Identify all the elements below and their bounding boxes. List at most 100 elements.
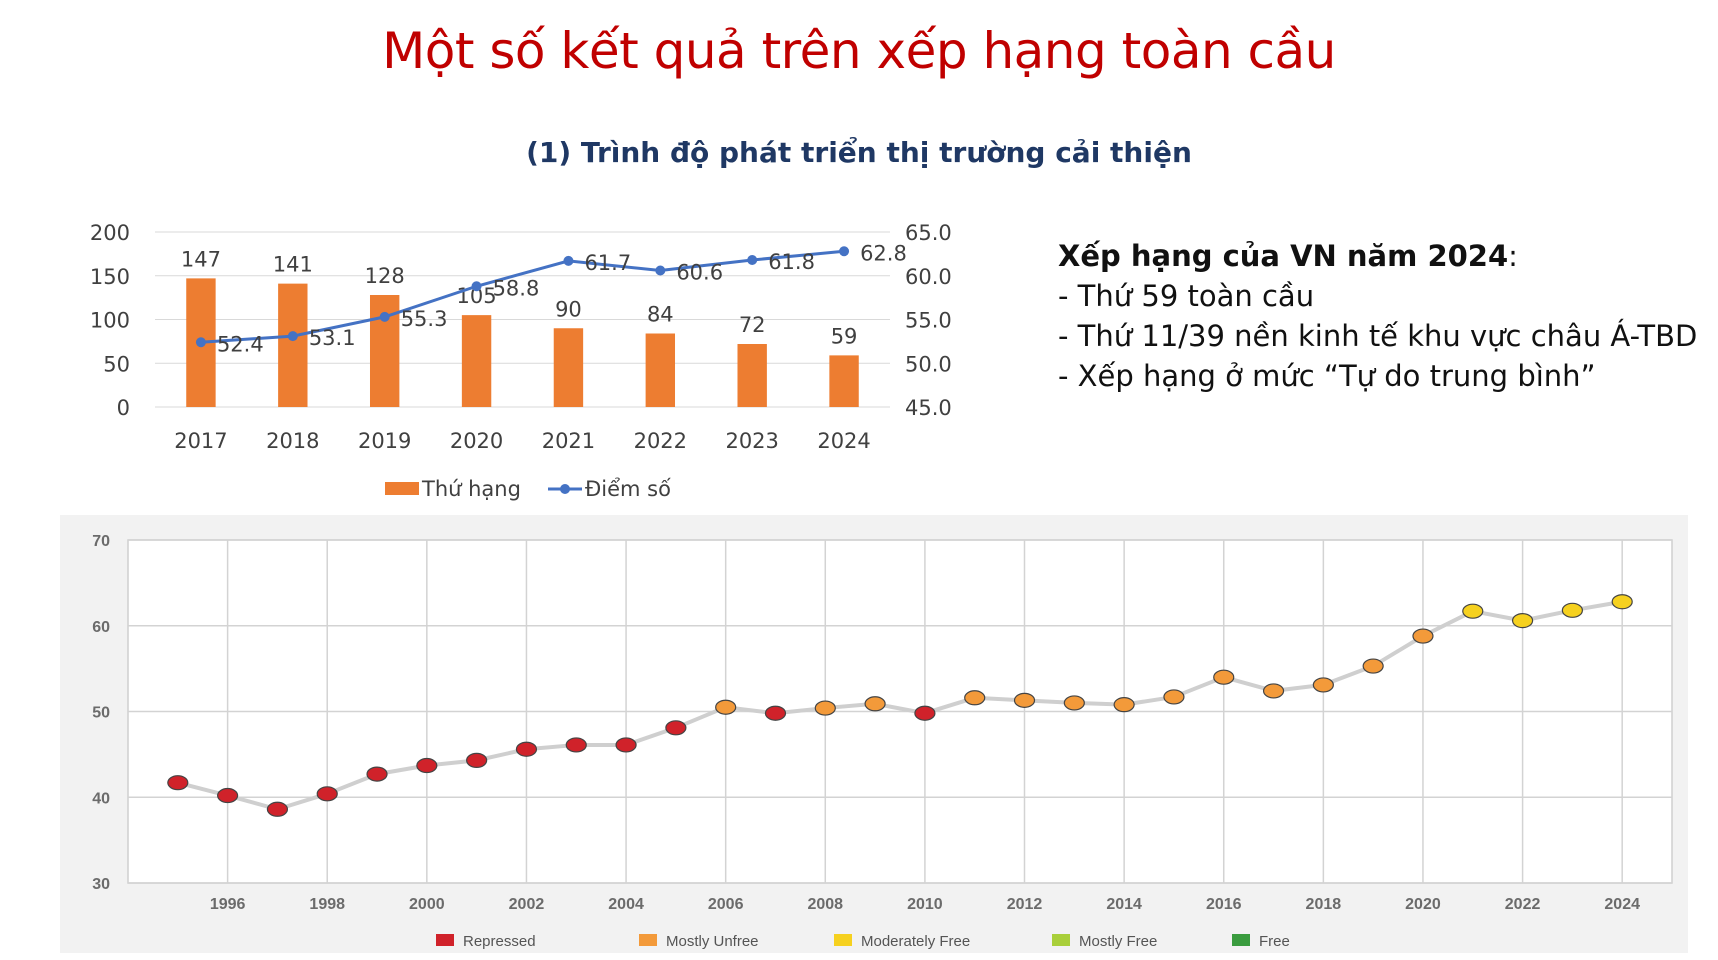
- legend-swatch: [1232, 934, 1250, 946]
- data-point: [1462, 603, 1484, 619]
- data-point: [715, 699, 737, 715]
- data-point: [1113, 697, 1135, 713]
- info-line: - Thứ 11/39 nền kinh tế khu vực châu Á-T…: [1058, 319, 1698, 353]
- bar-value-label: 90: [555, 297, 582, 321]
- data-point: [266, 801, 289, 817]
- y-tick-label: 40: [92, 790, 110, 807]
- x-tick-label: 2024: [1604, 896, 1640, 913]
- chart-subtitle: (1) Trình độ phát triển thị trường cải t…: [526, 136, 1192, 169]
- x-tick-label: 2016: [1206, 896, 1242, 913]
- x-tick-label: 2020: [1405, 896, 1441, 913]
- legend-swatch-bar: [385, 482, 419, 495]
- y-right-tick-label: 55.0: [905, 309, 952, 333]
- bar: [829, 355, 859, 407]
- legend-label: Thứ hạng: [421, 477, 521, 501]
- data-point: [515, 741, 538, 757]
- x-tick-label: 2019: [358, 429, 411, 453]
- legend-swatch: [1052, 934, 1070, 946]
- score-point: [747, 255, 758, 265]
- data-point: [1412, 628, 1434, 644]
- freedom-index-panel: 30 40 50 60 70 1996 1998 2000 2002 2004 2006 2008 20…: [60, 515, 1688, 953]
- x-tick-label: 2024: [817, 429, 870, 453]
- legend-swatch: [834, 934, 852, 946]
- legend-swatch: [639, 934, 657, 946]
- x-tick-label: 2022: [1505, 896, 1541, 913]
- y-right-tick-label: 50.0: [905, 352, 952, 376]
- x-tick-label: 2002: [509, 896, 545, 913]
- data-point: [964, 690, 986, 706]
- data-point: [1163, 689, 1185, 705]
- score-value-label: 60.6: [676, 261, 723, 285]
- data-point: [814, 700, 836, 716]
- x-tick-label: 2017: [174, 429, 227, 453]
- score-value-label: 52.4: [217, 332, 264, 356]
- info-line: - Xếp hạng ở mức “Tự do trung bình”: [1058, 359, 1596, 393]
- score-point: [839, 246, 850, 257]
- score-point: [471, 281, 482, 292]
- x-tick-label: 2004: [608, 896, 644, 913]
- y-right-tick-label: 60.0: [905, 265, 952, 289]
- y-tick-label: 70: [92, 533, 110, 550]
- data-point: [1213, 669, 1235, 685]
- bar: [645, 333, 676, 407]
- x-tick-label: 2018: [266, 429, 319, 453]
- score-point: [563, 255, 574, 266]
- bar-value-label: 59: [831, 324, 858, 348]
- score-point: [379, 311, 390, 322]
- score-line: [200, 249, 845, 344]
- x-tick-label: 2018: [1306, 896, 1342, 913]
- bar-value-label: 141: [273, 253, 313, 277]
- info-heading: Xếp hạng của VN năm 2024: [1058, 239, 1509, 273]
- data-point: [1312, 677, 1334, 693]
- data-point: [1362, 658, 1384, 674]
- data-point: [1561, 602, 1583, 618]
- legend-label: Mostly Free: [1079, 933, 1157, 950]
- data-point: [1063, 695, 1085, 711]
- x-tick-label: 2008: [807, 896, 843, 913]
- x-tick-label: 2020: [450, 429, 503, 453]
- score-value-label: 55.3: [401, 307, 448, 331]
- data-point: [167, 775, 189, 791]
- legend-label: Repressed: [463, 933, 536, 950]
- score-point: [655, 265, 666, 276]
- data-point: [764, 705, 787, 721]
- y-tick-label: 30: [92, 876, 110, 893]
- data-point: [665, 720, 687, 736]
- y-right-tick-label: 45.0: [905, 396, 952, 420]
- data-point: [565, 737, 587, 753]
- data-point: [466, 752, 488, 768]
- x-tick-label: 2006: [708, 896, 744, 913]
- bar: [553, 328, 584, 407]
- y-right-tick-label: 65.0: [905, 221, 952, 245]
- x-tick-label: 2014: [1106, 896, 1142, 913]
- x-tick-label: 2023: [725, 429, 778, 453]
- y-tick-label: 50: [92, 705, 110, 722]
- score-value-label: 62.8: [860, 241, 907, 265]
- x-tick-label: 2021: [542, 429, 595, 453]
- data-point: [1511, 613, 1534, 629]
- score-point: [195, 337, 206, 348]
- score-value-label: 61.8: [768, 250, 815, 274]
- score-value-label: 58.8: [493, 276, 540, 300]
- y-left-tick-label: 150: [90, 265, 130, 289]
- y-left-tick-label: 200: [90, 221, 130, 245]
- legend-swatch-marker: [560, 484, 570, 494]
- ranking-info: Xếp hạng của VN năm 2024: - Thứ 59 toàn …: [1058, 236, 1698, 396]
- bar-value-label: 84: [647, 303, 674, 327]
- data-point: [1611, 594, 1633, 610]
- data-point: [1013, 692, 1036, 708]
- legend-label: Mostly Unfree: [666, 933, 759, 950]
- bar-value-label: 128: [365, 264, 405, 288]
- x-tick-label: 1996: [210, 896, 246, 913]
- x-tick-label: 1998: [309, 896, 345, 913]
- data-point: [366, 766, 388, 782]
- bar: [278, 283, 308, 407]
- bar: [461, 315, 492, 407]
- x-tick-label: 2000: [409, 896, 445, 913]
- score-value-label: 53.1: [309, 326, 356, 350]
- legend-label: Moderately Free: [861, 933, 970, 950]
- score-value-label: 61.7: [584, 251, 631, 275]
- y-left-tick-label: 100: [90, 309, 130, 333]
- legend-label: Điểm số: [585, 477, 671, 501]
- freedom-score-history-chart: 30 40 50 60 70 1996 1998 2000 2002 2004 2006 2008 20…: [92, 533, 1673, 950]
